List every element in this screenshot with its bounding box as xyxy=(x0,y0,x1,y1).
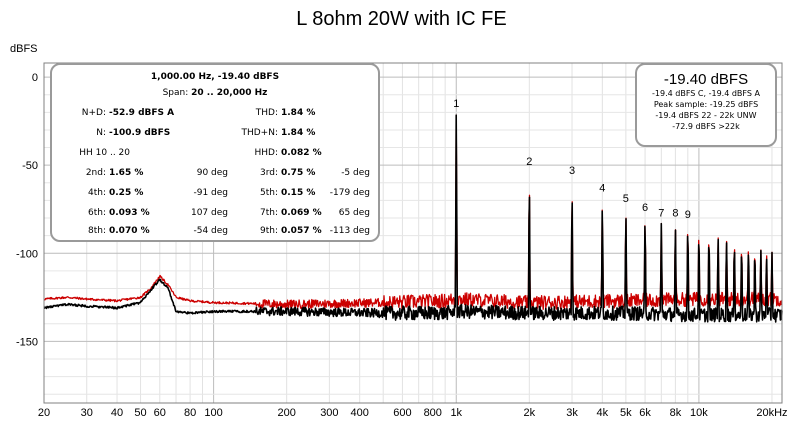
chart-title: L 8ohm 20W with IC FE xyxy=(296,8,507,30)
harmonic-phase: -113 deg xyxy=(329,226,370,236)
y-tick-label: -100 xyxy=(16,248,38,260)
nd-label: N+D: xyxy=(81,108,106,118)
harmonic-number-label: 8 xyxy=(672,207,678,219)
x-tick-label: 6k xyxy=(639,407,651,419)
peak-sample: Peak sample: -19.25 dBFS xyxy=(653,100,759,109)
x-tick-label: 800 xyxy=(424,407,442,419)
harmonic-value: 0.15 % xyxy=(281,188,316,198)
harmonic-phase: -5 deg xyxy=(341,168,370,178)
hhd-value: 0.082 % xyxy=(281,148,322,158)
x-tick-label: 20kHz xyxy=(756,407,787,419)
harmonic-phase: 65 deg xyxy=(338,208,370,218)
harmonic-row: 4th: 0.25 % -91 deg 5th: 0.15 % -179 deg xyxy=(52,185,378,201)
hhd-label: HHD: xyxy=(254,148,279,158)
x-tick-label: 100 xyxy=(204,407,222,419)
x-tick-label: 80 xyxy=(184,407,196,419)
x-tick-label: 600 xyxy=(393,407,411,419)
thdn-label: THD+N: xyxy=(241,128,278,138)
harmonic-value: 0.75 % xyxy=(281,168,316,178)
harmonic-label: 7th: xyxy=(260,208,278,218)
harmonic-label: 5th: xyxy=(260,188,278,198)
x-tick-label: 4k xyxy=(597,407,609,419)
harmonic-phase: -54 deg xyxy=(193,226,228,236)
noise-label: N: xyxy=(96,128,106,138)
thd-value: 1.84 % xyxy=(281,108,316,118)
harmonic-value: 1.65 % xyxy=(109,168,144,178)
harmonic-value: 0.093 % xyxy=(109,208,150,218)
harmonic-number-label: 3 xyxy=(569,165,575,177)
x-tick-label: 8k xyxy=(670,407,682,419)
harmonic-row: 8th: 0.070 % -54 deg 9th: 0.057 % -113 d… xyxy=(52,223,378,239)
harmonic-label: 2nd: xyxy=(85,168,106,178)
y-axis-label: dBFS xyxy=(10,43,38,55)
stats-span: Span: 20 .. 20,000 Hz xyxy=(52,85,378,101)
harmonic-number-label: 5 xyxy=(623,193,629,205)
x-tick-label: 20 xyxy=(38,407,50,419)
x-tick-label: 5k xyxy=(620,407,632,419)
x-tick-label: 300 xyxy=(320,407,338,419)
harmonic-phase: -179 deg xyxy=(329,188,370,198)
peak-value: -19.40 dBFS xyxy=(663,71,749,88)
plot-frame xyxy=(43,62,783,404)
harmonic-labels: 1 2 3 4 5 6 7 8 9 xyxy=(453,98,691,221)
spectrum-series-line xyxy=(43,114,783,323)
y-tick-label: -150 xyxy=(16,336,38,348)
harmonic-row: 6th: 0.093 % 107 deg 7th: 0.069 % 65 deg xyxy=(52,205,378,221)
x-tick-label: 400 xyxy=(351,407,369,419)
harmonic-number-label: 9 xyxy=(685,209,691,221)
x-tick-label: 60 xyxy=(154,407,166,419)
y-tick-label: -50 xyxy=(22,160,38,172)
x-tick-label: 2k xyxy=(523,407,535,419)
x-tick-label: 30 xyxy=(81,407,93,419)
span-value: 20 .. 20,000 Hz xyxy=(191,88,268,98)
harmonic-value: 0.069 % xyxy=(281,208,322,218)
harmonic-number-label: 1 xyxy=(453,98,459,110)
harmonic-number-label: 2 xyxy=(526,156,532,168)
span-label: Span: xyxy=(162,88,192,98)
harmonic-value: 0.070 % xyxy=(109,226,150,236)
distortion-stats-panel: 1,000.00 Hz, -19.40 dBFS Span: 20 .. 20,… xyxy=(50,63,380,242)
harmonic-label: 3rd: xyxy=(259,168,278,178)
x-tick-label: 10k xyxy=(690,407,708,419)
x-tick-label: 40 xyxy=(111,407,123,419)
harmonic-number-label: 7 xyxy=(658,207,664,219)
stats-frequency-level: 1,000.00 Hz, -19.40 dBFS xyxy=(150,72,280,82)
x-tick-label: 3k xyxy=(566,407,578,419)
x-tick-label: 200 xyxy=(277,407,295,419)
harmonic-label: 6th: xyxy=(88,208,106,218)
harmonic-phase: 107 deg xyxy=(190,208,228,218)
harmonic-value: 0.25 % xyxy=(109,188,144,198)
peak-unweighted: -19.4 dBFS 22 - 22k UNW xyxy=(655,111,757,120)
harmonic-label: 4th: xyxy=(88,188,106,198)
harmonic-number-label: 4 xyxy=(599,183,605,195)
nd-value: -52.9 dBFS A xyxy=(109,108,175,118)
harmonic-value: 0.057 % xyxy=(281,226,322,236)
axis-ticks: 20 30 40 50 60 80 100 200 300 400 600 800 1k 2k 3k 4k 5k… xyxy=(16,72,788,419)
harmonic-phase: 90 deg xyxy=(196,168,228,178)
peak-level-panel: -19.40 dBFS -19.4 dBFS C, -19.4 dBFS A P… xyxy=(635,63,777,147)
spectrum-series-line xyxy=(43,114,783,310)
hh-range-label: HH 10 .. 20 xyxy=(79,148,130,158)
noise-value: -100.9 dBFS xyxy=(109,128,171,138)
harmonic-label: 8th: xyxy=(88,226,106,236)
harmonic-number-label: 6 xyxy=(642,202,648,214)
peak-above-22k: -72.9 dBFS >22k xyxy=(672,122,740,131)
series-layer xyxy=(43,114,783,323)
harmonic-row: 2nd: 1.65 % 90 deg 3rd: 0.75 % -5 deg xyxy=(52,165,378,181)
y-tick-label: 0 xyxy=(32,72,38,84)
x-tick-label: 1k xyxy=(450,407,462,419)
harmonic-label: 9th: xyxy=(260,226,278,236)
peak-weighted-levels: -19.4 dBFS C, -19.4 dBFS A xyxy=(652,89,760,98)
thd-label: THD: xyxy=(255,108,278,118)
harmonic-phase: -91 deg xyxy=(193,188,228,198)
x-tick-label: 50 xyxy=(134,407,146,419)
thdn-value: 1.84 % xyxy=(281,128,316,138)
